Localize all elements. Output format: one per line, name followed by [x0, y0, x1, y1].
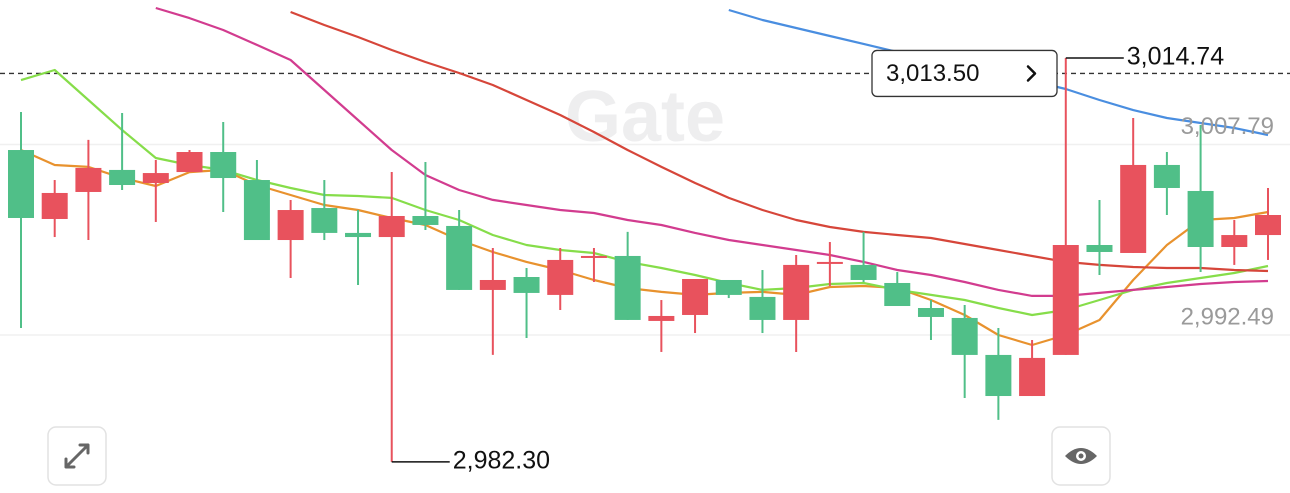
visibility-button[interactable] — [1051, 426, 1111, 486]
current-price-label: 3,013.50 — [886, 60, 979, 87]
candle-body — [8, 150, 34, 218]
candle-body — [547, 259, 574, 295]
expand-button[interactable] — [47, 426, 107, 486]
y-tick-label: 3,007.79 — [1181, 113, 1274, 140]
candle-body — [109, 169, 136, 185]
candle-body — [243, 180, 270, 241]
candle-body — [749, 296, 776, 320]
candle-body — [1221, 235, 1248, 247]
ma-line — [290, 10, 1269, 273]
candle-body — [41, 192, 68, 219]
overlay: 3,007.79 2,992.49 3,014.74 2,982.30 3,013.50 — [391, 43, 1274, 474]
candle-body — [378, 215, 405, 238]
ma-line — [155, 6, 1269, 297]
candle-body — [682, 278, 709, 315]
candle-body — [816, 261, 843, 264]
y-tick-label: 2,992.49 — [1181, 303, 1274, 330]
ma-line — [20, 148, 1269, 347]
candle-body — [479, 279, 506, 290]
candle-body — [1187, 190, 1214, 247]
candle-body — [277, 210, 304, 241]
chevron-icon — [1026, 65, 1037, 82]
low-label: 2,982.30 — [453, 446, 550, 474]
candle-body — [648, 315, 675, 321]
candle-body — [884, 282, 911, 307]
candle-body — [850, 264, 877, 280]
high-label: 3,014.74 — [1127, 43, 1224, 71]
candle-body — [176, 152, 203, 173]
candle-body — [311, 208, 338, 233]
candle-body — [715, 279, 742, 295]
candle-body — [985, 354, 1012, 397]
current-price-tag[interactable]: 3,013.50 — [871, 49, 1058, 98]
candle-body — [1153, 164, 1180, 188]
candle-body — [917, 308, 944, 317]
candle-body — [446, 225, 473, 290]
watermark: Gate — [565, 77, 725, 157]
candle-body — [951, 317, 978, 355]
candle-body — [75, 167, 102, 192]
candle-body — [1120, 164, 1147, 253]
candle-body — [783, 264, 810, 320]
candle-body — [210, 152, 237, 179]
candles — [8, 58, 1281, 462]
candle-body — [345, 232, 372, 238]
candle-body — [614, 255, 641, 320]
candle-body — [1019, 357, 1046, 397]
candle-body — [513, 277, 540, 293]
candle-body — [1086, 245, 1113, 252]
candle-body — [580, 255, 607, 258]
candle-body — [142, 173, 169, 184]
candle-body — [1052, 245, 1079, 355]
candle-body — [412, 215, 439, 225]
candle-body — [1255, 215, 1281, 236]
price-tag-box — [871, 49, 1058, 98]
